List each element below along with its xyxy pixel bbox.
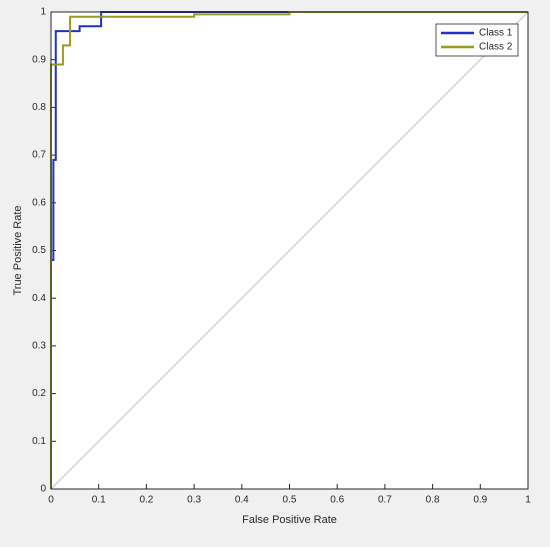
plot-frame — [50, 11, 529, 490]
legend-box — [435, 23, 519, 57]
y-tick-label: 0.2 — [32, 388, 46, 399]
x-tick-label: 0.9 — [473, 495, 487, 506]
x-tick-label: 0.1 — [92, 495, 106, 506]
y-axis-label: True Positive Rate — [12, 205, 24, 295]
y-tick-label: 0.9 — [32, 54, 46, 65]
y-tick-label: 0.8 — [32, 102, 46, 113]
legend-label: Class 2 — [479, 42, 513, 53]
y-tick-label: 0.4 — [32, 293, 46, 304]
x-tick-label: 0 — [48, 495, 54, 506]
x-tick-label: 0.8 — [426, 495, 440, 506]
x-tick-label: 1 — [525, 495, 531, 506]
y-tick-label: 0.1 — [32, 436, 46, 447]
y-tick-label: 0.3 — [32, 341, 46, 352]
y-tick-label: 0.7 — [32, 150, 46, 161]
legend-label: Class 1 — [479, 28, 513, 39]
x-tick-label: 0.2 — [139, 495, 153, 506]
roc-line — [50, 11, 528, 489]
x-tick-label: 0.4 — [235, 495, 249, 506]
y-tick-label: 0.5 — [32, 245, 46, 256]
roc-line — [50, 11, 528, 489]
reference-line — [50, 11, 529, 490]
x-tick-label: 0.6 — [330, 495, 344, 506]
y-tick-label: 0 — [40, 484, 46, 495]
y-tick-label: 1 — [40, 7, 46, 18]
x-tick-label: 0.3 — [187, 495, 201, 506]
x-tick-label: 0.7 — [378, 495, 392, 506]
x-tick-label: 0.5 — [283, 495, 297, 506]
x-axis-label: False Positive Rate — [242, 514, 337, 526]
y-tick-label: 0.6 — [32, 197, 46, 208]
